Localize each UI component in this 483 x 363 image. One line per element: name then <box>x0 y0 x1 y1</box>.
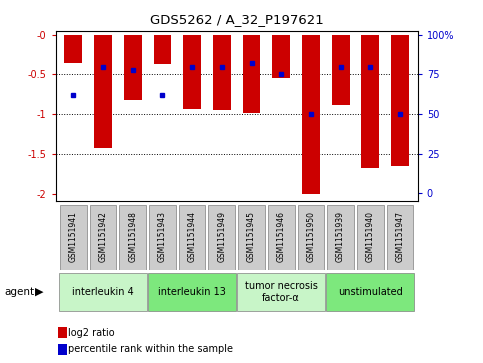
Text: unstimulated: unstimulated <box>338 287 403 297</box>
Bar <box>391 35 409 166</box>
Bar <box>183 35 201 109</box>
Bar <box>148 273 236 311</box>
Text: GSM1151939: GSM1151939 <box>336 211 345 262</box>
Bar <box>209 205 235 270</box>
Bar <box>268 205 295 270</box>
Text: GSM1151944: GSM1151944 <box>187 211 197 262</box>
Text: GDS5262 / A_32_P197621: GDS5262 / A_32_P197621 <box>150 13 324 26</box>
Bar <box>242 35 260 113</box>
Bar <box>64 35 82 62</box>
Bar <box>179 205 205 270</box>
Text: log2 ratio: log2 ratio <box>68 328 114 338</box>
Text: GSM1151948: GSM1151948 <box>128 211 137 262</box>
Text: GSM1151940: GSM1151940 <box>366 211 375 262</box>
Bar <box>149 205 176 270</box>
Bar <box>327 205 354 270</box>
Text: GSM1151942: GSM1151942 <box>99 211 108 262</box>
Bar <box>213 35 231 110</box>
Bar <box>124 35 142 100</box>
Bar <box>119 205 146 270</box>
Text: interleukin 13: interleukin 13 <box>158 287 226 297</box>
Text: interleukin 4: interleukin 4 <box>72 287 134 297</box>
Bar <box>272 35 290 78</box>
Bar <box>60 205 87 270</box>
Text: GSM1151946: GSM1151946 <box>277 211 286 262</box>
Bar <box>357 205 384 270</box>
Bar <box>154 35 171 64</box>
Bar <box>59 273 147 311</box>
Text: tumor necrosis
factor-α: tumor necrosis factor-α <box>245 281 318 303</box>
Text: GSM1151941: GSM1151941 <box>69 211 78 262</box>
Bar <box>361 35 379 168</box>
Bar <box>332 35 350 105</box>
Bar <box>302 35 320 193</box>
Bar <box>386 205 413 270</box>
Bar <box>238 205 265 270</box>
Text: GSM1151949: GSM1151949 <box>217 211 227 262</box>
Text: GSM1151945: GSM1151945 <box>247 211 256 262</box>
Bar <box>298 205 324 270</box>
Text: GSM1151947: GSM1151947 <box>396 211 404 262</box>
Bar <box>94 35 112 147</box>
Text: GSM1151943: GSM1151943 <box>158 211 167 262</box>
Text: ▶: ▶ <box>35 287 43 297</box>
Text: percentile rank within the sample: percentile rank within the sample <box>68 344 233 354</box>
Text: GSM1151950: GSM1151950 <box>306 211 315 262</box>
Bar <box>327 273 414 311</box>
Text: agent: agent <box>5 287 35 297</box>
Bar <box>237 273 325 311</box>
Bar <box>90 205 116 270</box>
